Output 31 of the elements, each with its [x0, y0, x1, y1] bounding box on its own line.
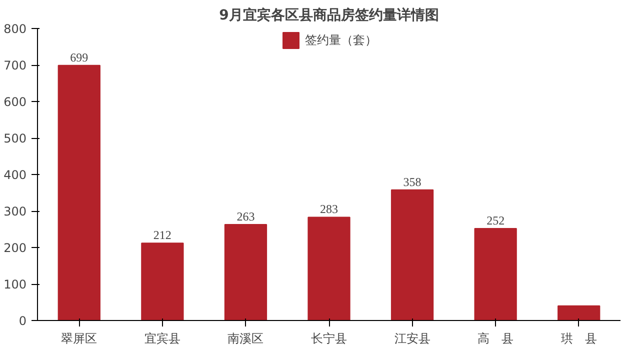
data-label: 263 — [236, 210, 255, 224]
x-tick-label: 宜宾县 — [144, 332, 180, 346]
y-tick-label: 500 — [4, 132, 26, 146]
data-label: 699 — [70, 50, 88, 64]
bar — [474, 228, 517, 320]
legend-label: 签约量（套） — [305, 32, 377, 48]
chart-title: 9月宜宾各区县商品房签约量详情图 — [219, 6, 439, 24]
y-tick-label: 300 — [4, 204, 26, 218]
y-tick-label: 800 — [4, 22, 26, 36]
x-tick-label: 高 县 — [478, 332, 514, 346]
bar — [141, 242, 184, 320]
y-tick-label: 100 — [4, 278, 26, 292]
data-label: 358 — [403, 174, 422, 189]
x-tick-label: 珙 县 — [560, 332, 597, 346]
data-label: 212 — [153, 228, 172, 242]
x-tick-label: 长宁县 — [311, 332, 347, 346]
bar — [308, 216, 350, 320]
data-label: 252 — [486, 214, 505, 228]
bar — [224, 224, 268, 320]
x-tick-label: 南溪区 — [228, 332, 264, 346]
y-tick-label: 600 — [4, 95, 26, 109]
y-tick-label: 700 — [4, 58, 26, 72]
y-tick-label: 200 — [4, 241, 26, 255]
bar — [58, 64, 100, 320]
x-tick-label: 江安县 — [394, 332, 430, 346]
y-tick-label: 400 — [4, 168, 26, 182]
data-label: 283 — [320, 202, 338, 216]
bar — [558, 305, 600, 320]
bar — [390, 189, 434, 320]
x-tick-label: 翠屏区 — [61, 332, 98, 346]
y-tick-label: 0 — [18, 314, 27, 328]
